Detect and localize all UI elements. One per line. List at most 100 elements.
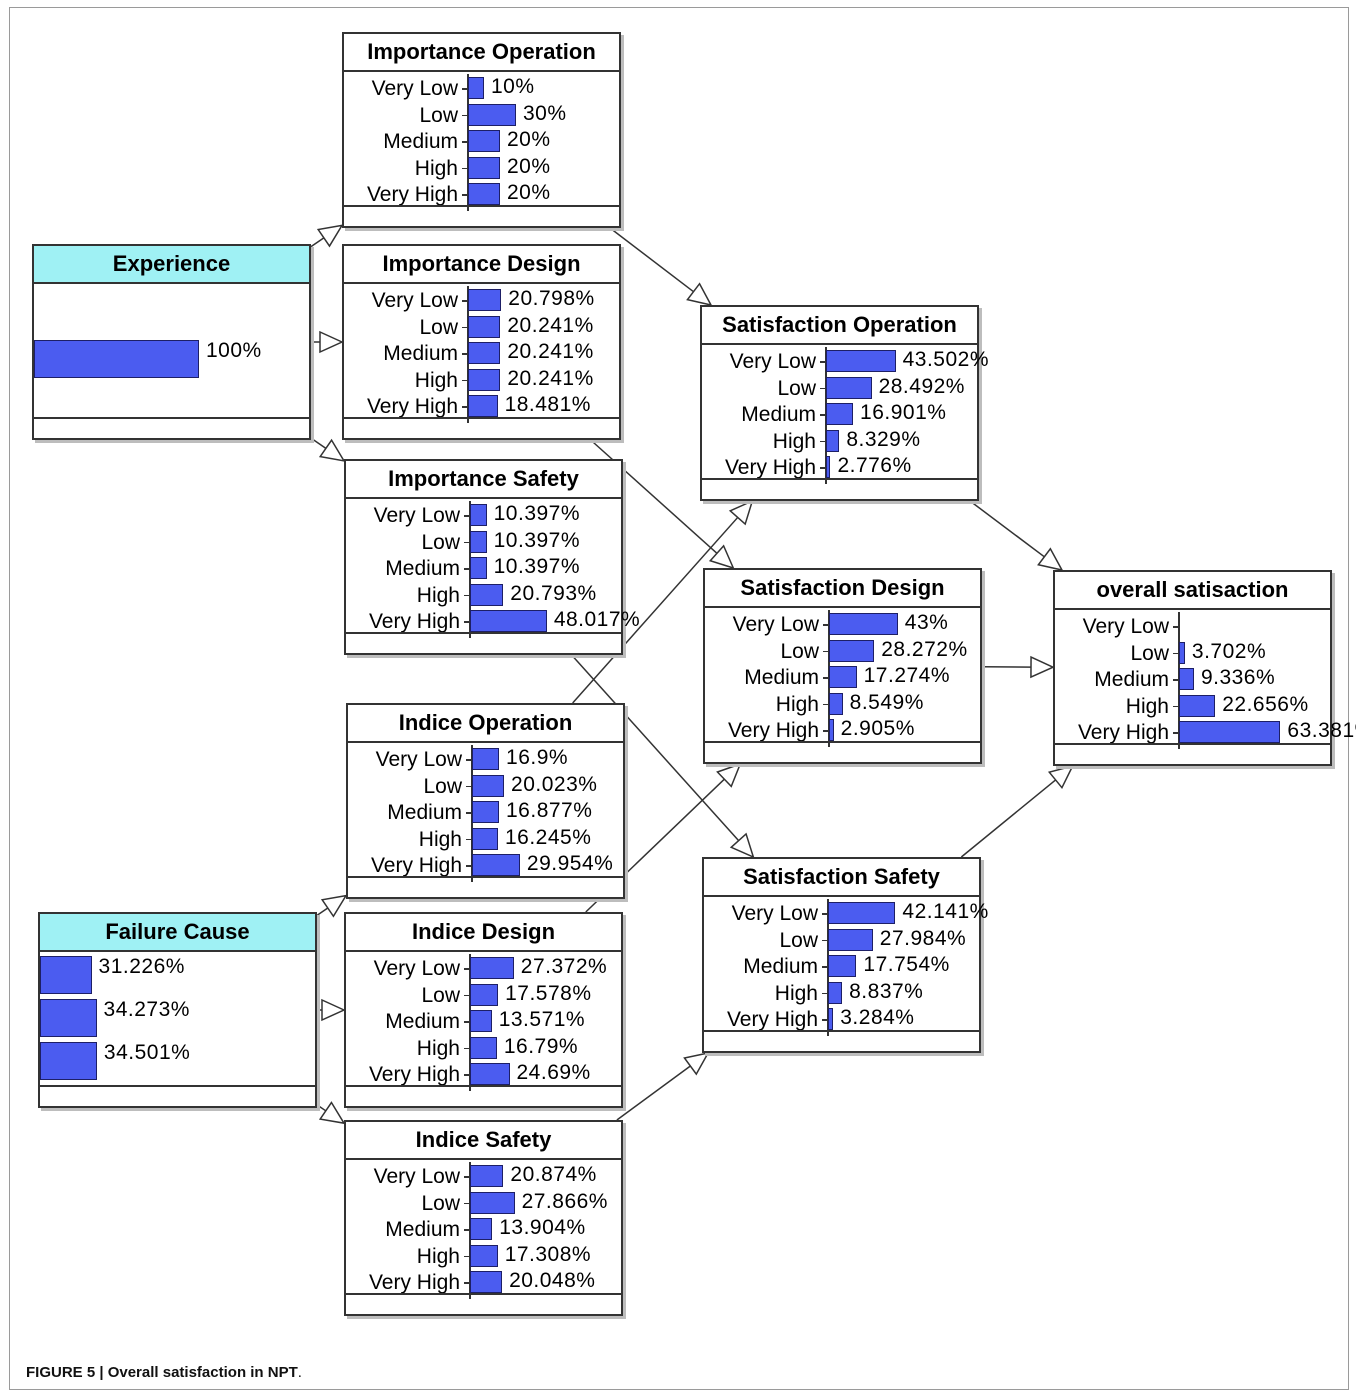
edge-indice-operation-to-satisfaction-operation (572, 499, 754, 704)
edge-experience-to-importance-design (311, 330, 344, 354)
edge-line (609, 227, 694, 293)
probability-value: 20% (507, 154, 551, 178)
state-row: High 22.656% (1055, 692, 1330, 720)
node-footer-line (344, 417, 619, 419)
edge-experience-to-importance-operation (310, 224, 344, 248)
edge-failure-cause-to-indice-safety (316, 1101, 346, 1125)
state-label: Very Low (373, 504, 460, 527)
probability-bar (828, 955, 857, 977)
probability-bar (40, 999, 97, 1037)
state-tick (822, 939, 828, 941)
state-row: Very High 2.776% (702, 454, 977, 481)
probability-value: 20.241% (507, 313, 594, 337)
probability-bar (470, 1191, 515, 1214)
node-title: Satisfaction Operation (702, 307, 977, 345)
probability-bar (40, 956, 92, 994)
state-row: Medium 16.877% (348, 799, 623, 826)
probability-bar (828, 981, 843, 1004)
state-label: Very Low (732, 613, 819, 636)
node-footer-line (346, 1085, 621, 1087)
node-importance-safety[interactable]: Importance Safety Very Low 10.397% Low 10.39… (344, 459, 640, 655)
node-failure-cause[interactable]: Failure Cause 31.226% 34.273% 34.501% (38, 912, 317, 1108)
node-satisfaction-design[interactable]: Satisfaction Design Very Low 43% Low 28.272%… (703, 568, 982, 764)
probability-bar (1179, 721, 1281, 743)
node-indice-safety[interactable]: Indice Safety Very Low 20.874% Low 27.866% Me… (344, 1120, 623, 1316)
probability-bar (40, 1042, 97, 1080)
state-label: Medium (385, 1218, 460, 1241)
node-experience[interactable]: Experience 100% (32, 244, 311, 440)
arrowhead (683, 1051, 710, 1076)
probability-value: 9.336% (1200, 666, 1276, 689)
probability-bar (470, 957, 514, 979)
state-label: Low (423, 774, 462, 798)
probability-value: 29.954% (526, 852, 614, 875)
arrowhead (716, 762, 742, 788)
state-row: Very Low 20.798% (344, 287, 619, 314)
probability-bar (470, 1063, 510, 1085)
state-row: 100% (34, 339, 309, 378)
node-footer-line (346, 632, 621, 634)
state-label: High (416, 1036, 460, 1060)
state-tick (1173, 732, 1179, 734)
edge-experience-to-importance-safety (310, 437, 346, 462)
probability-bar (826, 350, 896, 372)
probability-bar (468, 183, 500, 205)
probability-bar (829, 666, 857, 688)
probability-bar (34, 340, 199, 378)
state-row: 34.273% (40, 998, 315, 1037)
edge-line (590, 439, 718, 554)
probability-value: 22.656% (1222, 692, 1309, 716)
state-label: Medium (383, 342, 458, 365)
state-tick (466, 838, 472, 840)
state-tick (464, 594, 470, 596)
state-label: Medium (383, 130, 458, 153)
node-importance-operation[interactable]: Importance Operation Very Low 10% Low 30% Med… (342, 32, 621, 228)
probability-value: 100% (206, 339, 262, 362)
state-label: Very Low (371, 289, 458, 312)
probability-bar (472, 774, 505, 797)
probability-bar (468, 77, 484, 99)
state-label: Very Low (1082, 615, 1169, 638)
state-tick (462, 353, 468, 355)
probability-bar (470, 610, 547, 632)
node-overall-satisfaction[interactable]: overall satisaction Very Low Low 3.702% Medi… (1053, 570, 1356, 766)
edge-line (572, 516, 739, 704)
state-tick (820, 467, 826, 469)
state-label: Very High (368, 1063, 460, 1086)
edge-line (960, 779, 1057, 858)
state-tick (462, 379, 468, 381)
state-label: Very Low (371, 77, 458, 100)
state-tick (462, 114, 468, 116)
caption-end: . (297, 1364, 302, 1381)
state-row: Very High 63.381% (1055, 719, 1356, 746)
probability-value: 3.702% (1191, 639, 1267, 663)
node-satisfaction-operation[interactable]: Satisfaction Operation Very Low 43.502% Low… (700, 305, 988, 501)
state-tick (462, 300, 468, 302)
probability-value: 20% (507, 128, 551, 151)
node-indice-design[interactable]: Indice Design Very Low 27.372% Low 17.578% Me… (344, 912, 623, 1108)
node-satisfaction-safety[interactable]: Satisfaction Safety Very Low 42.141% Low 27.… (702, 857, 988, 1053)
probability-bar (828, 1008, 834, 1030)
probability-bar (829, 719, 834, 741)
edge-failure-cause-to-indice-operation (316, 894, 348, 918)
node-title: Indice Safety (346, 1122, 621, 1160)
edge-satisfaction-operation-to-overall-satisfaction (969, 500, 1064, 572)
state-tick (464, 1047, 470, 1049)
node-indice-operation[interactable]: Indice Operation Very Low 16.9% Low 20.023% M… (346, 703, 625, 899)
probability-bar (829, 692, 843, 715)
state-label: Very Low (375, 748, 462, 771)
state-row: High 17.308% (346, 1243, 621, 1270)
state-label: Very High (370, 854, 462, 877)
probability-value: 34.501% (103, 1041, 191, 1064)
node-footer-line (40, 1085, 315, 1087)
arrowhead (1047, 764, 1075, 790)
state-label: Medium (387, 801, 462, 824)
node-title: Importance Operation (344, 34, 619, 72)
state-row: High 16.79% (346, 1035, 621, 1062)
node-title: Importance Safety (346, 461, 621, 499)
state-tick (820, 361, 826, 363)
node-importance-design[interactable]: Importance Design Very Low 20.798% Low 20.24… (342, 244, 621, 440)
probability-bar (468, 130, 500, 152)
probability-bar (829, 639, 875, 662)
probability-bar (828, 928, 873, 951)
